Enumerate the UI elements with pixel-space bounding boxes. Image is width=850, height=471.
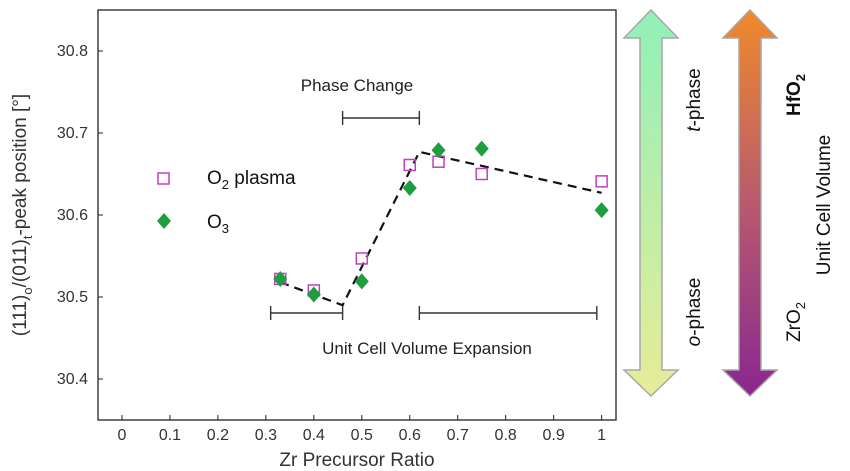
phase-top-label: t-phase (684, 68, 705, 131)
o3-point (402, 179, 417, 196)
annotation-unit-cell-expansion: Unit Cell Volume Expansion (322, 339, 532, 358)
legend-o3-main: O (207, 212, 222, 233)
legend-o3-sub: 3 (222, 221, 229, 236)
volume-bottom-main: ZrO (784, 309, 805, 342)
volume-bottom-sub: 2 (793, 302, 808, 309)
x-tick-label: 0.2 (207, 427, 229, 444)
legend-o2-sub: 2 (222, 177, 229, 192)
x-tick-label: 0.5 (351, 427, 373, 444)
x-tick-label: 0 (118, 427, 127, 444)
x-tick-label: 0.8 (495, 427, 517, 444)
y-label-sub-t: t (20, 235, 35, 239)
legend: O2 plasma O3 (157, 168, 296, 236)
x-tick-label: 1 (597, 427, 606, 444)
o2-plasma-point (403, 158, 417, 172)
phase-gradient-arrow (622, 8, 680, 398)
phase-bottom-italic: o (684, 336, 705, 347)
phase-bottom-label: o-phase (684, 278, 705, 347)
y-tick-label: 30.4 (57, 371, 88, 388)
legend-o2-main: O (207, 168, 222, 189)
phase-top-italic: t (684, 126, 705, 132)
o2-plasma-point (355, 252, 369, 265)
x-axis-label: Zr Precursor Ratio (279, 450, 434, 471)
legend-label-o3: O3 (207, 212, 229, 236)
o3-point (354, 273, 369, 290)
x-tick-label: 0.9 (543, 427, 565, 444)
x-tick-label: 0.3 (255, 427, 277, 444)
x-axis: 0 0.1 0.2 0.3 0.4 0.5 0.6 0.7 0.8 0.9 1 (118, 415, 606, 444)
o2-plasma-point (475, 167, 488, 181)
y-tick-label: 30.6 (57, 207, 88, 224)
y-label-part-e: -peak position [°] (10, 94, 31, 236)
o3-point (474, 140, 489, 157)
volume-arrow-shape (721, 8, 779, 398)
annotation-phase-change: Phase Change (301, 76, 413, 95)
o2-plasma-point (595, 175, 608, 188)
trend-line-path (279, 150, 602, 307)
volume-gradient-arrow (721, 8, 779, 398)
y-label-part-c: /(011) (10, 239, 31, 287)
legend-marker-o2-plasma (157, 172, 170, 185)
y-tick-label: 30.5 (57, 289, 88, 306)
phase-top-rest: -phase (684, 68, 705, 126)
x-tick-label: 0.6 (399, 427, 421, 444)
y-label-part-a: (111) (10, 295, 31, 337)
y-axis: 30.4 30.5 30.6 30.7 30.8 (57, 43, 103, 388)
y-label-sub-o: o (20, 287, 35, 294)
volume-top-main: HfO (784, 81, 805, 116)
plot-frame (97, 9, 617, 421)
o3-point (273, 270, 288, 287)
o3-point (431, 142, 446, 159)
phase-bottom-rest: -phase (684, 278, 705, 336)
volume-top-sub: 2 (793, 74, 808, 81)
o3-point (594, 202, 609, 219)
annotation-brackets (269, 111, 598, 320)
x-tick-label: 0.4 (303, 427, 325, 444)
volume-top-label: HfO2 (784, 74, 808, 116)
data-markers (273, 140, 609, 303)
y-tick-label: 30.7 (57, 125, 88, 142)
x-tick-label: 0.1 (159, 427, 181, 444)
y-tick-label: 30.8 (57, 43, 88, 60)
legend-label-o2-plasma: O2 plasma (207, 168, 296, 192)
trend-line (279, 150, 602, 307)
y-axis-label: (111)o/(011)t-peak position [°] (10, 94, 35, 336)
volume-bottom-label: ZrO2 (784, 302, 808, 342)
x-tick-label: 0.7 (447, 427, 469, 444)
legend-marker-o3 (157, 213, 171, 229)
o3-point (306, 286, 321, 303)
legend-o2-rest: plasma (229, 168, 296, 189)
volume-title: Unit Cell Volume (814, 135, 835, 275)
phase-arrow-shape (622, 8, 680, 398)
